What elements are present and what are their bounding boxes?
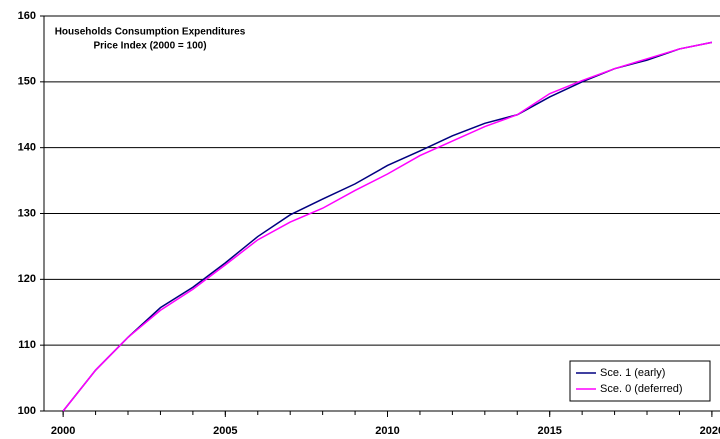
y-tick-label: 160 <box>18 10 36 22</box>
x-tick-label: 2000 <box>51 425 75 437</box>
y-tick-label: 150 <box>18 76 36 88</box>
y-tick-label: 130 <box>18 207 36 219</box>
y-tick-label: 140 <box>18 142 36 154</box>
x-tick-label: 2020 <box>700 425 720 437</box>
legend-label: Sce. 1 (early) <box>600 367 665 379</box>
series-line <box>62 41 713 412</box>
x-tick-label: 2005 <box>213 425 237 437</box>
legend-label: Sce. 0 (deferred) <box>600 383 683 395</box>
series-line <box>62 41 713 412</box>
plot: 100 110 120 130 140 150 160 2000 2005 2010 2015 202… <box>18 10 720 437</box>
y-tick-label: 120 <box>18 273 36 285</box>
y-tick-label: 110 <box>18 339 36 351</box>
chart-subtitle: Price Index (2000 = 100) <box>93 41 206 52</box>
y-tick-label: 100 <box>18 405 36 417</box>
x-tick-label: 2010 <box>375 425 399 437</box>
chart-title: Households Consumption Expenditures <box>55 27 246 38</box>
legend-box <box>569 360 711 402</box>
legend: Sce. 1 (early) Sce. 0 (deferred) <box>569 360 711 402</box>
x-tick-label: 2015 <box>537 425 561 437</box>
